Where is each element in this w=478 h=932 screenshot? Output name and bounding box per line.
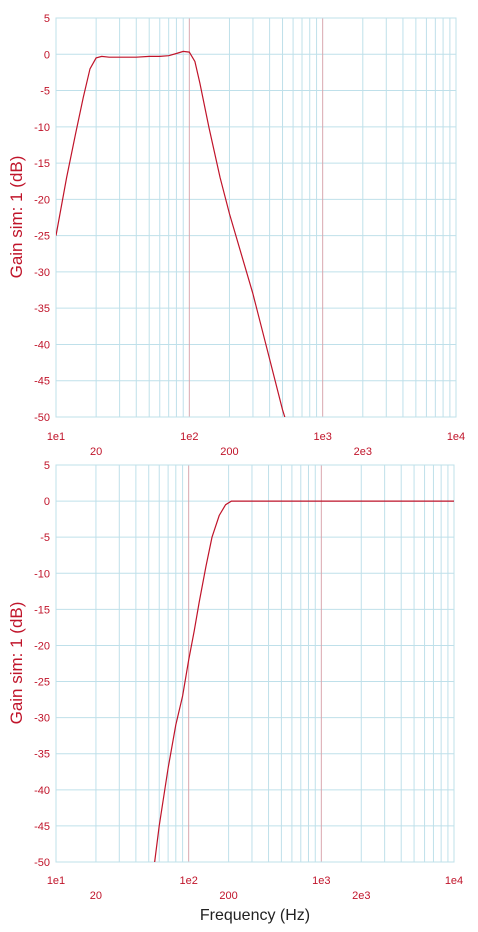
x-tick-label-minor: 20 <box>90 446 102 458</box>
y-tick-label: -30 <box>34 267 50 279</box>
y-tick-label: -15 <box>34 158 50 170</box>
series-line <box>154 500 454 862</box>
chart-bottom: 5 0 -5 -10 -15 -20 -25 -30 -35 -40 -45 -50 1e1 1e2 1e3… <box>7 460 463 924</box>
y-tick-label: 5 <box>44 460 50 472</box>
y-tick-label: -20 <box>34 640 50 652</box>
y-tick-label: 5 <box>44 13 50 25</box>
plot-frame <box>55 464 455 863</box>
y-tick-label: -40 <box>34 339 50 351</box>
y-tick-label: -35 <box>34 749 50 761</box>
x-tick-label-major: 1e3 <box>312 875 330 887</box>
y-tick-label: -30 <box>34 713 50 725</box>
x-axis-label: Frequency (Hz) <box>200 907 310 924</box>
y-tick-label: -50 <box>34 857 50 869</box>
y-axis-label: Gain sim: 1 (dB) <box>7 602 26 725</box>
y-tick-label: -15 <box>34 604 50 616</box>
chart-top: 5 0 -5 -10 -15 -20 -25 -30 -35 -40 -45 -50 1e1 1e2 1e3… <box>7 13 465 458</box>
plot-frame <box>55 17 457 418</box>
series-line <box>56 50 286 417</box>
y-tick-label: -25 <box>34 677 50 689</box>
x-tick-label-minor: 2e3 <box>354 446 372 458</box>
x-tick-label-major: 1e2 <box>179 875 197 887</box>
x-tick-label-major: 1e4 <box>445 875 463 887</box>
y-axis-label: Gain sim: 1 (dB) <box>7 156 26 279</box>
y-tick-label: -40 <box>34 785 50 797</box>
x-tick-label-minor: 2e3 <box>352 890 370 902</box>
y-tick-label: -45 <box>34 821 50 833</box>
x-tick-label-major: 1e1 <box>47 875 65 887</box>
x-tick-label-major: 1e4 <box>447 431 465 443</box>
x-tick-label-minor: 200 <box>220 446 238 458</box>
x-tick-label-minor: 200 <box>219 890 237 902</box>
y-tick-label: 0 <box>44 49 50 61</box>
y-tick-label: -35 <box>34 303 50 315</box>
y-tick-label: -20 <box>34 194 50 206</box>
y-tick-label: -45 <box>34 376 50 388</box>
y-tick-label: -10 <box>34 568 50 580</box>
y-tick-label: -5 <box>40 532 50 544</box>
y-tick-label: -25 <box>34 231 50 243</box>
y-tick-label: 0 <box>44 496 50 508</box>
x-tick-label-minor: 20 <box>90 890 102 902</box>
y-tick-label: -5 <box>40 86 50 98</box>
y-tick-label: -10 <box>34 122 50 134</box>
x-tick-label-major: 1e1 <box>47 431 65 443</box>
y-tick-label: -50 <box>34 412 50 424</box>
x-tick-label-major: 1e2 <box>180 431 198 443</box>
x-tick-label-major: 1e3 <box>313 431 331 443</box>
